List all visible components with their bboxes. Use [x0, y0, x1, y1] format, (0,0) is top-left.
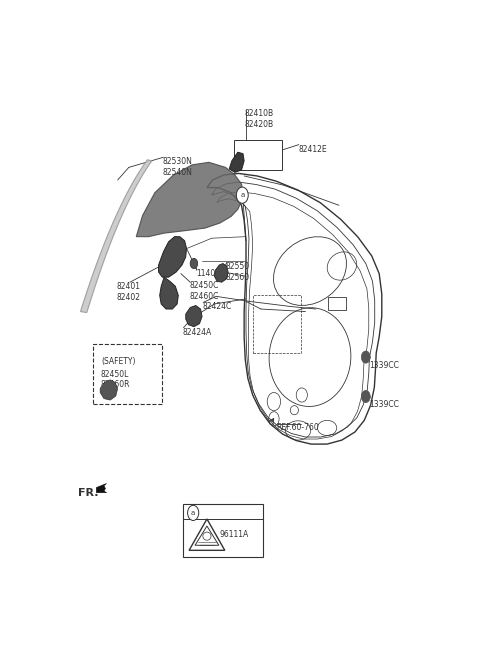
Polygon shape [96, 484, 107, 493]
Circle shape [188, 505, 199, 520]
Polygon shape [186, 306, 202, 327]
Text: 82550
82560: 82550 82560 [226, 263, 250, 282]
Polygon shape [160, 277, 178, 309]
Text: 82401
82402: 82401 82402 [117, 283, 141, 302]
Text: 82412E: 82412E [298, 145, 327, 154]
Text: 82410B
82420B: 82410B 82420B [244, 109, 273, 129]
Polygon shape [100, 380, 118, 400]
Text: 1339CC: 1339CC [369, 361, 398, 370]
Text: a: a [191, 510, 195, 516]
Circle shape [361, 390, 370, 403]
Text: FR.: FR. [78, 487, 98, 497]
Text: 82424C: 82424C [203, 302, 232, 311]
Text: a: a [240, 193, 244, 198]
Circle shape [361, 351, 370, 363]
Text: 82450L
82460R: 82450L 82460R [101, 370, 131, 389]
Polygon shape [136, 162, 243, 237]
Text: 96111A: 96111A [220, 530, 249, 539]
Text: 11407: 11407 [196, 269, 220, 277]
Text: 82450C
82460C: 82450C 82460C [190, 281, 219, 301]
Polygon shape [81, 160, 152, 313]
Text: REF.60-760: REF.60-760 [276, 423, 319, 432]
Polygon shape [158, 237, 186, 277]
Circle shape [190, 258, 198, 269]
Text: (SAFETY): (SAFETY) [101, 357, 135, 366]
Text: 82424A: 82424A [183, 328, 212, 337]
Circle shape [236, 187, 248, 203]
Polygon shape [215, 263, 228, 283]
Polygon shape [229, 152, 244, 172]
Text: 1339CC: 1339CC [369, 400, 398, 409]
Text: 82530N
82540N: 82530N 82540N [162, 157, 192, 177]
